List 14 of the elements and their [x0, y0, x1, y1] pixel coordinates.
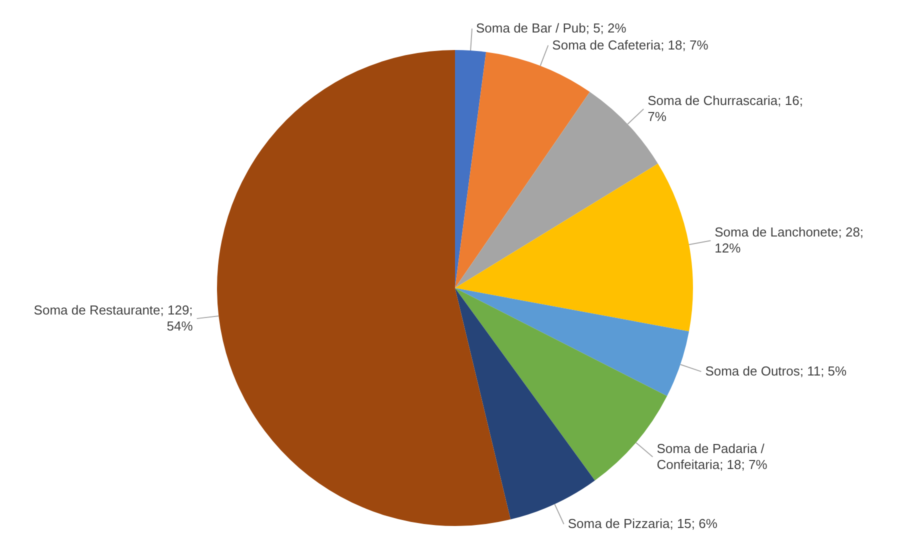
slice-label: Soma de Outros; 11; 5%	[705, 364, 848, 379]
slice-label: Soma de Cafeteria; 18; 7%	[552, 37, 709, 52]
slice-label: Soma de Restaurante; 129; 54%	[34, 302, 194, 334]
slice-label: Soma de Lanchonete; 28; 12%	[714, 224, 864, 256]
pie-slice	[455, 50, 486, 288]
pie-slice	[455, 288, 690, 396]
pie-slice	[217, 50, 511, 526]
slice-label: Soma de Bar / Pub; 5; 2%	[476, 20, 627, 36]
slice-label: Soma de Pizzaria; 15; 6%	[568, 516, 718, 532]
pie-slice	[455, 288, 595, 520]
pie-slice	[455, 52, 590, 288]
pie-slice	[455, 164, 693, 332]
slice-label: Soma de Padaria / Confeitaria; 18; 7%	[656, 440, 768, 472]
slice-label: Soma de Churrascaria; 16; 7%	[648, 93, 803, 124]
